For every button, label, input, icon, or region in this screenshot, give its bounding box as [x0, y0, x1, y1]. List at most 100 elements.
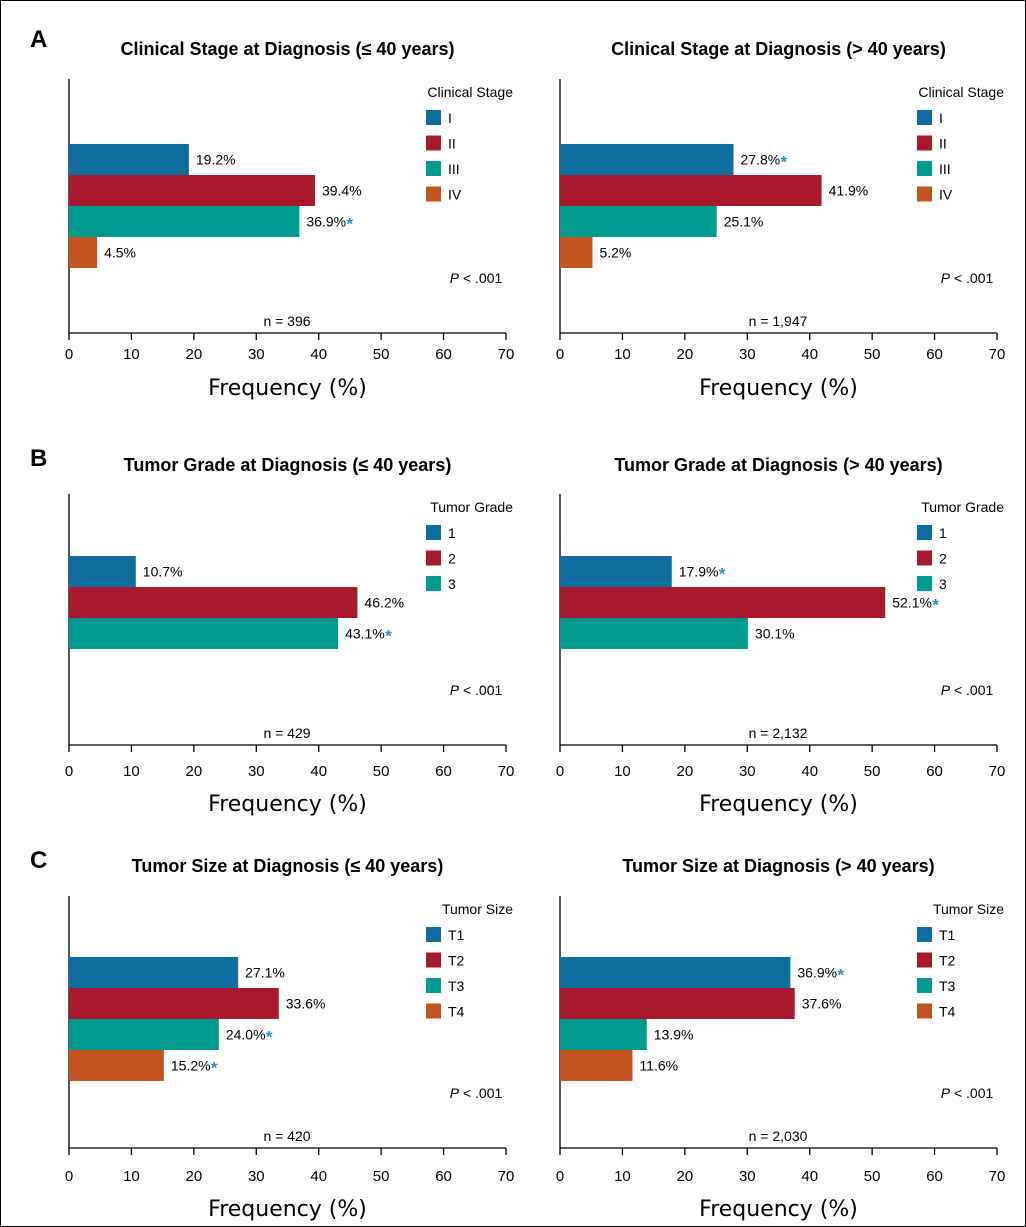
sample-size-text: n = 2,132: [749, 725, 808, 741]
x-tick-label: 60: [435, 763, 452, 780]
p-italic: P: [941, 1085, 951, 1101]
bar-T2: [560, 988, 795, 1019]
x-tick-label: 40: [801, 346, 818, 363]
legend-swatch-I: [917, 110, 932, 125]
bar-IV: [69, 237, 98, 268]
legend-swatch-T4: [426, 1003, 441, 1019]
legend-swatch-II: [426, 135, 441, 151]
x-tick-label: 60: [926, 346, 943, 363]
bar-value-label: 36.9%: [797, 965, 837, 981]
x-tick-label: 70: [989, 763, 1006, 780]
bar-value-label: 19.2%: [196, 152, 236, 168]
x-tick-label: 20: [186, 763, 203, 780]
bar-value-label: 36.9%: [306, 214, 346, 230]
significance-asterisk: *: [932, 596, 939, 615]
bar-I: [560, 144, 734, 175]
x-tick-label: 60: [926, 1168, 943, 1185]
x-tick-label: 20: [677, 763, 694, 780]
bar-value-label: 5.2%: [599, 245, 631, 261]
legend-label-T4: T4: [939, 1004, 956, 1020]
chart-6: Tumor Size at Diagnosis (> 40 years) 0 10 2…: [556, 856, 1006, 1222]
bar-T3: [69, 1019, 219, 1050]
bar-value-label: 33.6%: [286, 996, 326, 1012]
legend-label-II: II: [939, 136, 947, 152]
legend-label-1: 1: [939, 525, 947, 541]
panel-letter-b: B: [30, 445, 47, 472]
chart-1: Clinical Stage at Diagnosis (≤ 40 years)…: [65, 39, 515, 401]
x-tick-label: 0: [556, 1168, 564, 1185]
bar-2: [560, 587, 886, 618]
x-tick-label: 10: [614, 1168, 631, 1185]
x-tick-label: 40: [310, 1168, 327, 1185]
bar-value-label: 30.1%: [755, 626, 795, 642]
x-tick-label: 20: [677, 346, 694, 363]
p-value-text: P < .001: [450, 270, 503, 286]
p-italic: P: [941, 270, 951, 286]
bar-value-label: 46.2%: [364, 595, 404, 611]
significance-asterisk: *: [211, 1059, 218, 1078]
legend-label-II: II: [448, 136, 456, 152]
bar-IV: [560, 237, 593, 268]
x-tick-label: 30: [248, 1168, 265, 1185]
x-tick-label: 70: [989, 1168, 1006, 1185]
sample-size-text: n = 2,030: [749, 1128, 808, 1144]
x-tick-label: 30: [248, 763, 265, 780]
legend-label-I: I: [448, 110, 452, 126]
chart-2: Clinical Stage at Diagnosis (> 40 years)…: [556, 39, 1006, 401]
x-tick-label: 0: [65, 763, 73, 780]
bar-value-label: 11.6%: [639, 1058, 678, 1074]
bar-value-label: 25.1%: [724, 214, 764, 230]
legend-swatch-T3: [917, 978, 932, 993]
chart-title: Tumor Grade at Diagnosis (> 40 years): [614, 455, 942, 475]
x-tick-label: 40: [310, 346, 327, 363]
bar-III: [69, 206, 300, 237]
x-tick-label: 10: [614, 346, 631, 363]
legend-label-III: III: [939, 161, 951, 177]
chart-title: Clinical Stage at Diagnosis (≤ 40 years): [120, 39, 454, 59]
x-tick-label: 40: [310, 763, 327, 780]
x-tick-label: 0: [556, 346, 564, 363]
legend-label-T1: T1: [448, 927, 465, 943]
bar-value-label: 24.0%: [226, 1027, 266, 1043]
bar-III: [560, 206, 717, 237]
legend-title: Tumor Grade: [430, 499, 513, 515]
x-tick-label: 10: [123, 346, 140, 363]
legend-swatch-3: [917, 576, 932, 591]
legend-label-T2: T2: [448, 953, 465, 969]
legend-swatch-IV: [426, 186, 441, 202]
x-tick-label: 60: [435, 346, 452, 363]
x-tick-label: 70: [498, 1168, 515, 1185]
bar-value-label: 52.1%: [892, 595, 932, 611]
bar-value-label: 10.7%: [143, 564, 183, 580]
bar-II: [69, 175, 315, 206]
p-italic: P: [450, 1085, 460, 1101]
p-value-text: P < .001: [450, 1085, 503, 1101]
significance-asterisk: *: [781, 153, 788, 172]
legend-swatch-I: [426, 110, 441, 125]
legend-label-2: 2: [448, 551, 456, 567]
chart-title: Clinical Stage at Diagnosis (> 40 years): [611, 39, 946, 59]
panel-letter-a: A: [30, 26, 47, 53]
x-tick-label: 30: [739, 763, 756, 780]
x-tick-label: 30: [739, 1168, 756, 1185]
x-tick-label: 40: [801, 1168, 818, 1185]
legend-label-IV: IV: [448, 187, 462, 203]
legend-label-1: 1: [448, 525, 456, 541]
p-italic: P: [450, 270, 460, 286]
chart-title: Tumor Size at Diagnosis (≤ 40 years): [132, 856, 444, 876]
x-tick-label: 70: [498, 346, 515, 363]
p-rest: < .001: [950, 682, 993, 698]
legend-title: Tumor Size: [933, 901, 1004, 917]
x-axis-label: Frequency (%): [208, 376, 367, 401]
significance-asterisk: *: [266, 1028, 273, 1047]
bar-T4: [560, 1050, 633, 1081]
x-axis-label: Frequency (%): [208, 792, 367, 817]
legend-swatch-II: [917, 135, 932, 151]
p-value-text: P < .001: [941, 682, 994, 698]
chart-title: Tumor Grade at Diagnosis (≤ 40 years): [124, 455, 452, 475]
bar-I: [69, 144, 189, 175]
bar-3: [69, 618, 339, 649]
x-tick-label: 50: [373, 763, 390, 780]
bar-T1: [560, 957, 791, 988]
